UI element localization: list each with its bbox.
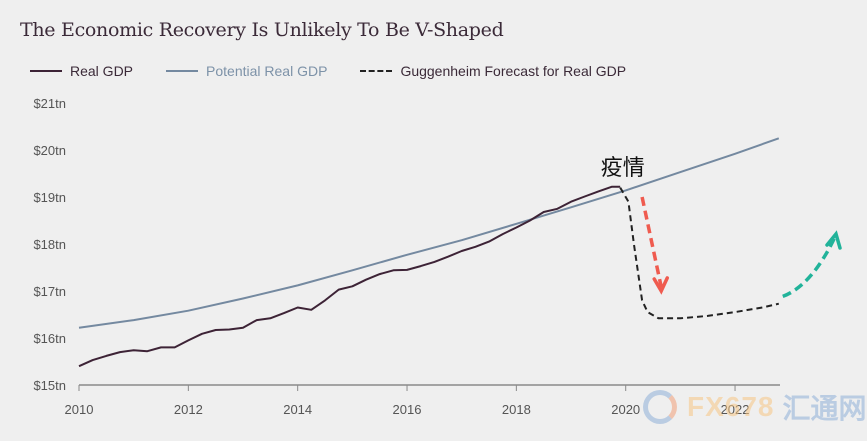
y-tick-label: $19tn [33, 190, 66, 205]
y-tick-label: $18tn [33, 237, 66, 252]
x-tick-label: 2018 [502, 402, 531, 417]
legend: Real GDP Potential Real GDP Guggenheim F… [30, 63, 659, 79]
legend-swatch-real-gdp [30, 70, 62, 72]
annotations-layer: 疫情 [601, 156, 842, 299]
x-axis: 2010 2012 2014 2016 2018 2020 2022 [65, 384, 780, 417]
decline-arrow-head-icon [652, 276, 669, 295]
legend-item-potential-gdp: Potential Real GDP [166, 63, 327, 79]
y-tick-label: $17tn [33, 284, 66, 299]
x-tick-label: 2010 [65, 402, 94, 417]
series-line-guggenheim-forecast-for-real-gdp [619, 187, 780, 320]
legend-label: Guggenheim Forecast for Real GDP [400, 63, 627, 79]
y-tick-label: $15tn [33, 378, 66, 393]
annotation-label: 疫情 [601, 156, 645, 181]
y-tick-label: $20tn [33, 143, 66, 158]
y-tick-label: $16tn [33, 331, 66, 346]
watermark-logo-icon [643, 390, 677, 424]
y-tick-label: $21tn [33, 96, 66, 111]
legend-swatch-forecast [360, 70, 393, 72]
x-tick-label: 2014 [283, 402, 312, 417]
legend-label: Potential Real GDP [206, 63, 328, 79]
recovery-arrow-head-icon [825, 230, 842, 250]
x-tick-label: 2022 [721, 402, 750, 417]
series-line-potential-real-gdp [78, 137, 780, 329]
x-tick-label: 2012 [174, 402, 203, 417]
legend-label: Real GDP [70, 63, 134, 79]
y-axis-ticks: $15tn $16tn $17tn $18tn $19tn $20tn $21tn [33, 96, 66, 393]
watermark-cn: 汇通网 [782, 392, 867, 425]
legend-swatch-potential-gdp [166, 70, 199, 72]
watermark: FX678 汇通网 [643, 387, 867, 427]
x-tick-label: 2020 [611, 402, 640, 417]
x-tick-label: 2016 [393, 402, 422, 417]
chart-title: The Economic Recovery Is Unlikely To Be … [20, 19, 504, 41]
series-line-real-gdp [78, 185, 621, 368]
watermark-brand: FX678 [687, 391, 775, 422]
series-layer [78, 137, 780, 368]
recovery-arrow-shaft [782, 236, 837, 299]
legend-item-real-gdp: Real GDP [30, 63, 133, 79]
legend-item-forecast: Guggenheim Forecast for Real GDP [360, 63, 626, 79]
decline-arrow-shaft [640, 196, 663, 288]
